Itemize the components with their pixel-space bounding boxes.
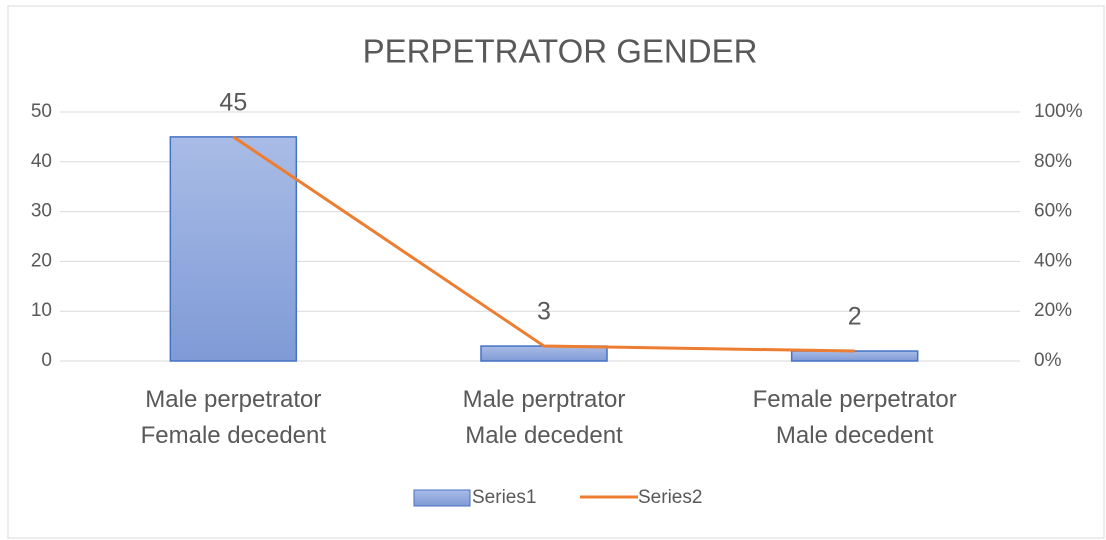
y2-tick-label: 40% — [1034, 250, 1072, 271]
y-tick-label: 20 — [31, 250, 52, 271]
y2-tick-label: 80% — [1034, 151, 1072, 172]
x-tick-label: Male perptrator Male decedent — [462, 386, 626, 449]
y2-tick-label: 0% — [1034, 350, 1062, 371]
y-tick-label: 30 — [31, 201, 52, 222]
bar — [790, 350, 919, 362]
data-label: 2 — [848, 303, 862, 331]
data-label: 45 — [219, 89, 247, 117]
legend-swatch — [413, 489, 471, 507]
y2-tick-label: 20% — [1034, 300, 1072, 321]
y-tick-label: 0 — [41, 350, 52, 371]
data-label: 3 — [537, 298, 551, 326]
legend-label: Series1 — [472, 487, 536, 508]
y-tick-label: 50 — [31, 101, 52, 122]
line — [232, 135, 855, 353]
chart-title: PERPETRATOR GENDER — [363, 33, 758, 70]
legend-label: Series2 — [638, 487, 702, 508]
y2-tick-label: 100% — [1034, 101, 1083, 122]
chart-border — [7, 5, 1105, 539]
y-tick-label: 10 — [31, 300, 52, 321]
x-tick-label: Female perpetrator Male decedent — [752, 386, 957, 449]
y2-tick-label: 60% — [1034, 201, 1072, 222]
bar — [480, 345, 608, 362]
y-tick-label: 40 — [31, 151, 52, 172]
bar — [169, 136, 298, 362]
x-tick-label: Male perpetrator Female decedent — [140, 386, 327, 449]
